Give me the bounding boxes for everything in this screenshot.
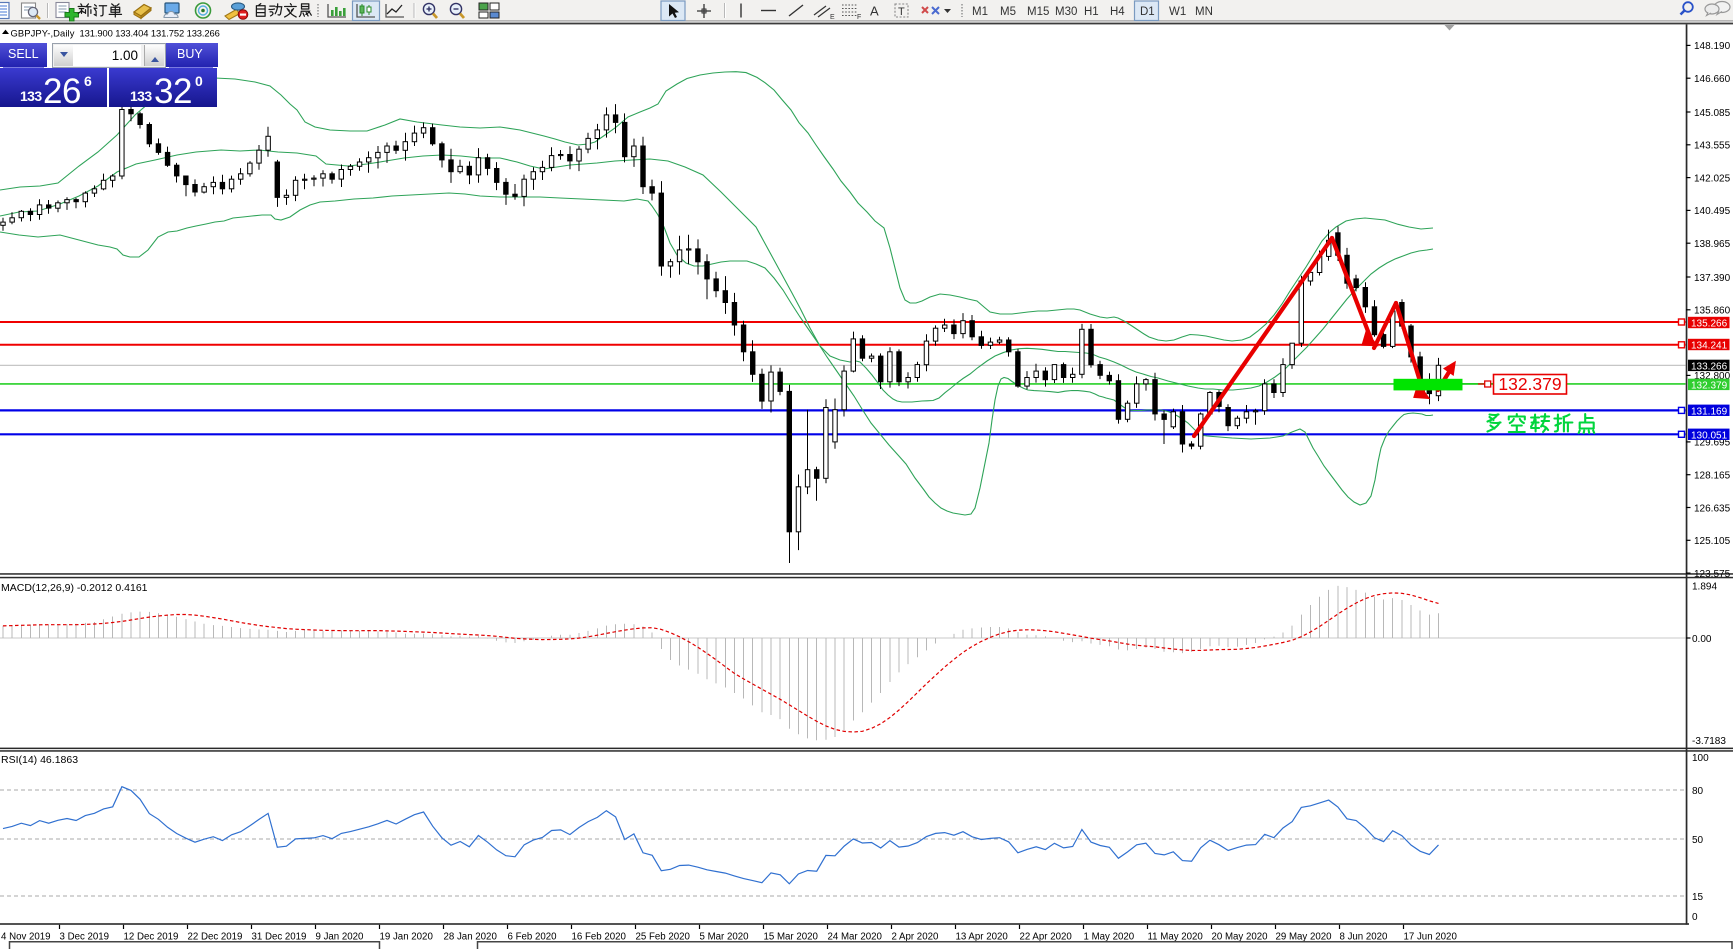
- svg-text:142.025: 142.025: [1694, 173, 1731, 184]
- svg-text:1.894: 1.894: [1692, 582, 1717, 593]
- svg-text:80: 80: [1692, 786, 1704, 797]
- svg-text:132.379: 132.379: [1691, 380, 1728, 391]
- svg-text:134.241: 134.241: [1691, 341, 1728, 352]
- svg-text:132.379: 132.379: [1498, 374, 1561, 394]
- svg-text:25 Feb 2020: 25 Feb 2020: [636, 931, 691, 942]
- svg-text:M30: M30: [1055, 6, 1077, 18]
- svg-text:M5: M5: [1000, 6, 1016, 18]
- svg-text:9 Jan 2020: 9 Jan 2020: [316, 931, 365, 942]
- svg-text:15 Mar 2020: 15 Mar 2020: [764, 931, 819, 942]
- svg-text:31 Dec 2019: 31 Dec 2019: [252, 931, 307, 942]
- svg-text:17 Jun 2020: 17 Jun 2020: [1404, 931, 1458, 942]
- svg-text:140.495: 140.495: [1694, 206, 1731, 217]
- svg-text:13 Apr 2020: 13 Apr 2020: [956, 931, 1009, 942]
- svg-text:D1: D1: [1140, 6, 1155, 18]
- svg-text:0: 0: [1692, 912, 1698, 923]
- svg-text:MN: MN: [1195, 6, 1213, 18]
- svg-text:22 Apr 2020: 22 Apr 2020: [1020, 931, 1073, 942]
- svg-text:135.860: 135.860: [1694, 306, 1731, 317]
- svg-text:F: F: [857, 14, 861, 21]
- svg-text:28 Jan 2020: 28 Jan 2020: [444, 931, 498, 942]
- svg-text:E: E: [830, 14, 835, 21]
- svg-text:15: 15: [1692, 892, 1704, 903]
- svg-text:M15: M15: [1027, 6, 1049, 18]
- svg-text:131.900 133.404 131.752 133.26: 131.900 133.404 131.752 133.266: [80, 27, 220, 38]
- svg-text:126.635: 126.635: [1694, 503, 1731, 514]
- svg-text:135.266: 135.266: [1691, 319, 1728, 330]
- svg-text:T: T: [898, 6, 905, 18]
- svg-text:6 Feb 2020: 6 Feb 2020: [508, 931, 558, 942]
- svg-text:22 Dec 2019: 22 Dec 2019: [188, 931, 243, 942]
- svg-text:W1: W1: [1169, 6, 1186, 18]
- svg-text:RSI(14) 46.1863: RSI(14) 46.1863: [1, 754, 78, 766]
- svg-text:A: A: [870, 4, 879, 19]
- svg-text:M1: M1: [972, 6, 988, 18]
- svg-text:50: 50: [1692, 835, 1704, 846]
- svg-text:137.390: 137.390: [1694, 273, 1731, 284]
- svg-text:5 Mar 2020: 5 Mar 2020: [700, 931, 750, 942]
- svg-text:16 Feb 2020: 16 Feb 2020: [572, 931, 627, 942]
- svg-text:4 Nov 2019: 4 Nov 2019: [1, 931, 51, 942]
- svg-text:138.965: 138.965: [1694, 239, 1731, 250]
- svg-text:20 May 2020: 20 May 2020: [1212, 931, 1269, 942]
- svg-text:123.575: 123.575: [1694, 569, 1731, 580]
- svg-text:24 Mar 2020: 24 Mar 2020: [828, 931, 883, 942]
- svg-text:100: 100: [1692, 753, 1709, 764]
- svg-text:GBPJPY-,Daily: GBPJPY-,Daily: [11, 27, 75, 38]
- svg-text:145.085: 145.085: [1694, 108, 1731, 119]
- svg-text:148.190: 148.190: [1694, 41, 1731, 52]
- svg-text:125.105: 125.105: [1694, 536, 1731, 547]
- svg-text:29 May 2020: 29 May 2020: [1276, 931, 1333, 942]
- svg-text:H1: H1: [1084, 6, 1099, 18]
- svg-text:-3.7183: -3.7183: [1692, 736, 1726, 747]
- svg-text:H4: H4: [1110, 6, 1125, 18]
- svg-text:1 May 2020: 1 May 2020: [1084, 931, 1135, 942]
- svg-text:3 Dec 2019: 3 Dec 2019: [60, 931, 110, 942]
- svg-text:132.800: 132.800: [1694, 371, 1731, 382]
- svg-text:129.695: 129.695: [1694, 438, 1731, 449]
- svg-text:131.169: 131.169: [1691, 406, 1728, 417]
- svg-text:130.051: 130.051: [1691, 430, 1728, 441]
- svg-text:8 Jun 2020: 8 Jun 2020: [1340, 931, 1389, 942]
- svg-text:128.165: 128.165: [1694, 471, 1731, 482]
- svg-text:143.555: 143.555: [1694, 141, 1731, 152]
- svg-text:19 Jan 2020: 19 Jan 2020: [380, 931, 434, 942]
- svg-text:146.660: 146.660: [1694, 74, 1731, 85]
- svg-text:12 Dec 2019: 12 Dec 2019: [124, 931, 179, 942]
- svg-text:2 Apr 2020: 2 Apr 2020: [892, 931, 939, 942]
- svg-text:0.00: 0.00: [1692, 634, 1712, 645]
- svg-text:11 May 2020: 11 May 2020: [1148, 931, 1204, 942]
- svg-text:MACD(12,26,9) -0.2012 0.4161: MACD(12,26,9) -0.2012 0.4161: [1, 582, 148, 594]
- svg-text:133.266: 133.266: [1691, 361, 1728, 372]
